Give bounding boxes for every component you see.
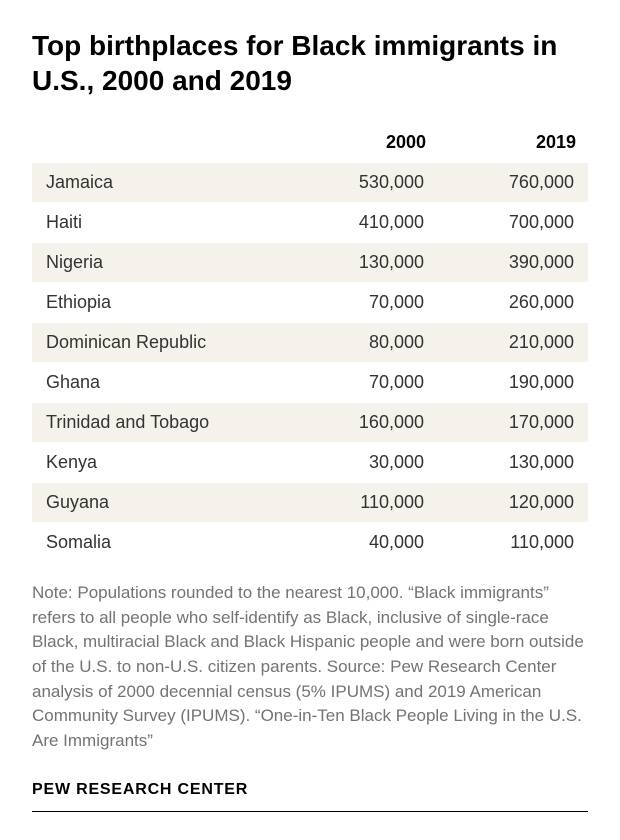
footnote: Note: Populations rounded to the nearest… bbox=[32, 581, 588, 753]
value-2000: 70,000 bbox=[288, 283, 438, 323]
table-row: Dominican Republic80,000210,000 bbox=[32, 323, 588, 363]
country-name: Dominican Republic bbox=[32, 323, 288, 363]
value-2000: 40,000 bbox=[288, 523, 438, 563]
value-2000: 130,000 bbox=[288, 243, 438, 283]
country-name: Nigeria bbox=[32, 243, 288, 283]
country-name: Haiti bbox=[32, 203, 288, 243]
table-row: Kenya30,000130,000 bbox=[32, 443, 588, 483]
footer-attribution: PEW RESEARCH CENTER bbox=[32, 781, 588, 812]
value-2000: 110,000 bbox=[288, 483, 438, 523]
value-2019: 760,000 bbox=[438, 163, 588, 203]
value-2019: 260,000 bbox=[438, 283, 588, 323]
value-2019: 700,000 bbox=[438, 203, 588, 243]
value-2019: 130,000 bbox=[438, 443, 588, 483]
value-2000: 80,000 bbox=[288, 323, 438, 363]
value-2000: 30,000 bbox=[288, 443, 438, 483]
value-2019: 390,000 bbox=[438, 243, 588, 283]
table-row: Nigeria130,000390,000 bbox=[32, 243, 588, 283]
table-header-row: 2000 2019 bbox=[32, 122, 588, 163]
value-2019: 120,000 bbox=[438, 483, 588, 523]
value-2019: 110,000 bbox=[438, 523, 588, 563]
table-row: Somalia40,000110,000 bbox=[32, 523, 588, 563]
country-name: Trinidad and Tobago bbox=[32, 403, 288, 443]
value-2000: 160,000 bbox=[288, 403, 438, 443]
chart-title: Top birthplaces for Black immigrants in … bbox=[32, 28, 588, 98]
country-name: Kenya bbox=[32, 443, 288, 483]
col-2000: 2000 bbox=[288, 122, 438, 163]
value-2019: 190,000 bbox=[438, 363, 588, 403]
value-2019: 210,000 bbox=[438, 323, 588, 363]
col-country bbox=[32, 122, 288, 163]
country-name: Ghana bbox=[32, 363, 288, 403]
country-name: Ethiopia bbox=[32, 283, 288, 323]
value-2000: 410,000 bbox=[288, 203, 438, 243]
table-row: Jamaica530,000760,000 bbox=[32, 163, 588, 203]
table-row: Ethiopia70,000260,000 bbox=[32, 283, 588, 323]
value-2000: 70,000 bbox=[288, 363, 438, 403]
value-2000: 530,000 bbox=[288, 163, 438, 203]
col-2019: 2019 bbox=[438, 122, 588, 163]
table-row: Ghana70,000190,000 bbox=[32, 363, 588, 403]
country-name: Jamaica bbox=[32, 163, 288, 203]
country-name: Somalia bbox=[32, 523, 288, 563]
table-row: Haiti410,000700,000 bbox=[32, 203, 588, 243]
country-name: Guyana bbox=[32, 483, 288, 523]
table-row: Trinidad and Tobago160,000170,000 bbox=[32, 403, 588, 443]
table-row: Guyana110,000120,000 bbox=[32, 483, 588, 523]
data-table: 2000 2019 Jamaica530,000760,000Haiti410,… bbox=[32, 122, 588, 563]
value-2019: 170,000 bbox=[438, 403, 588, 443]
